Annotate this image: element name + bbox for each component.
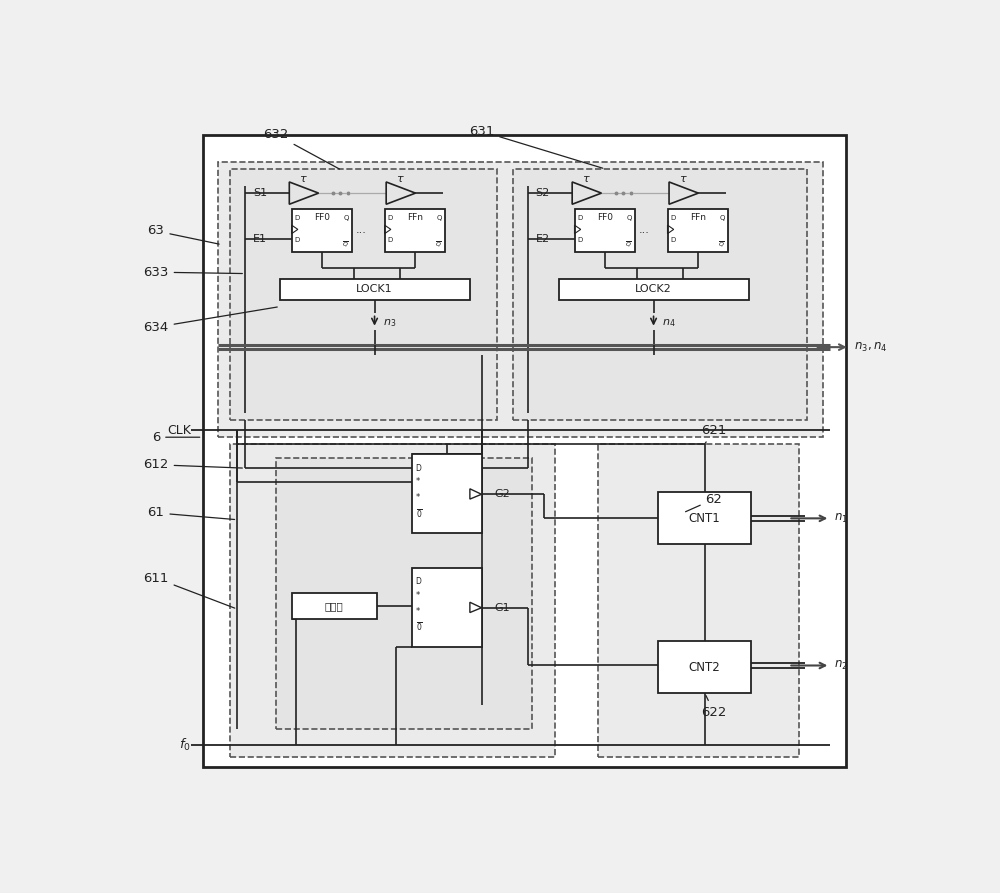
- Text: $\overline{Q}$: $\overline{Q}$: [435, 239, 442, 248]
- FancyBboxPatch shape: [280, 279, 470, 300]
- Text: Q: Q: [437, 215, 442, 221]
- Text: S2: S2: [536, 188, 550, 198]
- Text: $n_4$: $n_4$: [662, 317, 676, 329]
- FancyBboxPatch shape: [276, 458, 532, 730]
- Text: *: *: [416, 606, 420, 615]
- Text: ...: ...: [639, 224, 650, 235]
- FancyBboxPatch shape: [412, 455, 482, 533]
- FancyBboxPatch shape: [202, 135, 846, 767]
- Text: *: *: [416, 478, 420, 487]
- FancyBboxPatch shape: [598, 444, 799, 757]
- Text: $\tau$: $\tau$: [582, 174, 590, 184]
- Text: D: D: [416, 463, 422, 472]
- Text: Q: Q: [344, 215, 349, 221]
- Text: Q: Q: [719, 215, 725, 221]
- Text: 632: 632: [263, 129, 340, 169]
- Text: *: *: [416, 591, 420, 600]
- Text: CLK: CLK: [167, 424, 191, 437]
- Text: 611: 611: [143, 572, 235, 608]
- Text: D: D: [295, 215, 300, 221]
- Text: D: D: [388, 237, 393, 243]
- Text: $\overline{0}$: $\overline{0}$: [416, 622, 422, 634]
- Text: $\overline{Q}$: $\overline{Q}$: [718, 239, 725, 248]
- Text: LOCK1: LOCK1: [356, 284, 393, 295]
- Text: 6: 6: [152, 430, 200, 444]
- Text: $f_0$: $f_0$: [179, 737, 191, 753]
- FancyBboxPatch shape: [668, 209, 728, 252]
- Text: S1: S1: [253, 188, 267, 198]
- Text: FFn: FFn: [690, 213, 706, 221]
- Text: D: D: [578, 237, 583, 243]
- Text: ...: ...: [356, 224, 367, 235]
- Text: D: D: [671, 237, 676, 243]
- FancyBboxPatch shape: [292, 593, 377, 620]
- Text: E2: E2: [536, 234, 550, 244]
- Text: D: D: [578, 215, 583, 221]
- FancyBboxPatch shape: [412, 568, 482, 647]
- Text: $\overline{Q}$: $\overline{Q}$: [625, 239, 632, 248]
- Text: 633: 633: [143, 266, 242, 279]
- Text: 63: 63: [148, 224, 219, 244]
- Text: 分频器: 分频器: [325, 601, 344, 612]
- Text: 612: 612: [143, 458, 242, 472]
- FancyBboxPatch shape: [385, 209, 445, 252]
- Text: G2: G2: [495, 489, 510, 499]
- Text: 62: 62: [686, 493, 722, 512]
- Text: 621: 621: [701, 424, 727, 444]
- Text: CNT1: CNT1: [689, 512, 721, 525]
- Text: 61: 61: [148, 506, 235, 520]
- FancyBboxPatch shape: [658, 641, 751, 693]
- Text: 622: 622: [701, 696, 727, 719]
- Text: D: D: [388, 215, 393, 221]
- Text: $n_3$: $n_3$: [383, 317, 396, 329]
- Text: *: *: [416, 493, 420, 502]
- FancyBboxPatch shape: [218, 163, 822, 438]
- Text: D: D: [416, 577, 422, 586]
- FancyBboxPatch shape: [230, 169, 497, 420]
- FancyBboxPatch shape: [658, 492, 751, 544]
- FancyBboxPatch shape: [574, 209, 635, 252]
- FancyBboxPatch shape: [292, 209, 352, 252]
- Text: $\tau$: $\tau$: [679, 174, 687, 184]
- Text: $\overline{0}$: $\overline{0}$: [416, 508, 422, 521]
- Text: G1: G1: [495, 603, 510, 613]
- Text: $\tau$: $\tau$: [299, 174, 308, 184]
- Text: 634: 634: [143, 307, 277, 334]
- Text: $\tau$: $\tau$: [396, 174, 404, 184]
- Text: $\overline{Q}$: $\overline{Q}$: [342, 239, 349, 248]
- Text: D: D: [671, 215, 676, 221]
- Text: Q: Q: [626, 215, 632, 221]
- Text: D: D: [295, 237, 300, 243]
- Text: FF0: FF0: [597, 213, 613, 221]
- Text: FFn: FFn: [407, 213, 423, 221]
- FancyBboxPatch shape: [230, 444, 555, 757]
- Text: LOCK2: LOCK2: [635, 284, 672, 295]
- Text: 631: 631: [469, 125, 603, 168]
- Text: FF0: FF0: [314, 213, 330, 221]
- Text: $n_1$: $n_1$: [834, 512, 848, 525]
- Text: $n_2$: $n_2$: [834, 659, 848, 672]
- Text: $n_3,n_4$: $n_3,n_4$: [854, 340, 887, 354]
- Text: CNT2: CNT2: [689, 661, 721, 674]
- Text: E1: E1: [253, 234, 267, 244]
- FancyBboxPatch shape: [512, 169, 807, 420]
- FancyBboxPatch shape: [559, 279, 749, 300]
